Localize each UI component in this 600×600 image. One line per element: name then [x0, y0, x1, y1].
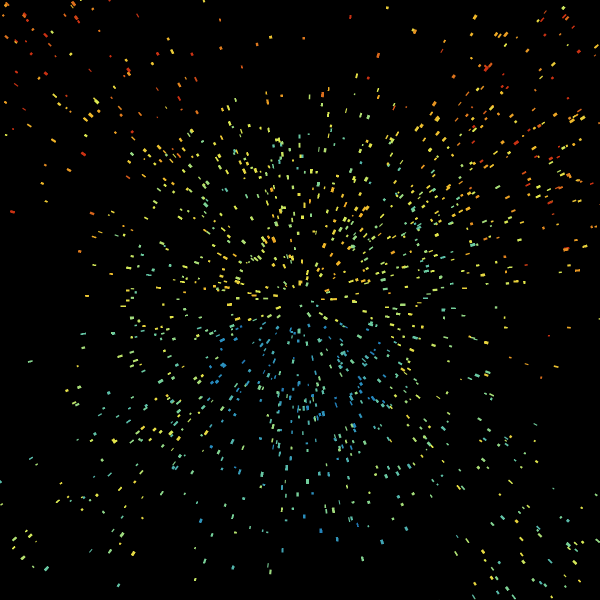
echo	[309, 95, 311, 100]
echo	[495, 306, 497, 308]
echo	[506, 282, 509, 285]
echo	[304, 171, 306, 174]
echo	[433, 289, 438, 292]
echo	[299, 143, 301, 148]
echo	[333, 298, 337, 300]
echo	[297, 232, 300, 235]
echo	[308, 421, 310, 425]
echo	[266, 531, 268, 533]
echo	[292, 388, 294, 391]
echo	[195, 281, 197, 283]
echo	[302, 431, 304, 435]
echo	[297, 374, 299, 376]
echo	[285, 519, 288, 521]
echo	[504, 316, 506, 318]
echo	[296, 492, 298, 496]
echo	[311, 492, 314, 495]
echo	[292, 185, 295, 189]
echo	[131, 288, 134, 290]
echo	[304, 399, 306, 402]
echo	[263, 298, 268, 300]
echo	[292, 406, 293, 409]
echo	[183, 291, 186, 293]
echo	[312, 188, 314, 191]
echo	[285, 494, 287, 498]
echo	[162, 303, 164, 305]
echo	[293, 212, 295, 216]
echo	[135, 291, 137, 293]
echo	[306, 442, 308, 444]
echo	[417, 302, 421, 303]
echo	[293, 332, 296, 335]
echo	[131, 297, 134, 299]
echo	[495, 261, 498, 264]
echo	[291, 431, 293, 434]
echo	[301, 281, 303, 284]
echo	[330, 125, 333, 128]
echo	[299, 409, 301, 411]
echo	[308, 133, 310, 135]
echo	[280, 429, 282, 431]
echo	[426, 293, 430, 294]
echo	[388, 292, 391, 294]
echo	[441, 287, 444, 289]
